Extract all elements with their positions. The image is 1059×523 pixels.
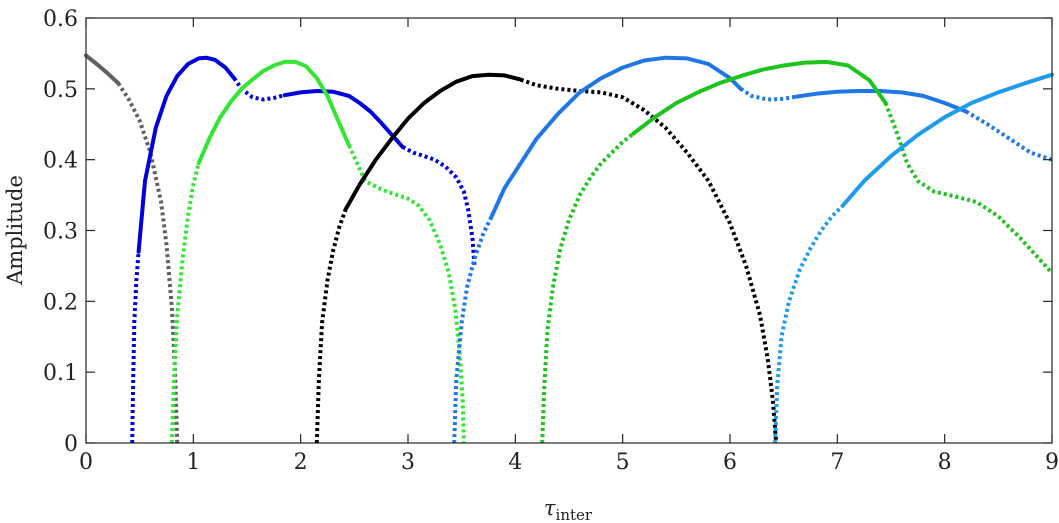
series-5-segment-2-solid: [489, 55, 743, 219]
series-7-segment-2-solid: [840, 72, 1054, 208]
x-tick-label: 3: [401, 450, 415, 475]
y-tick-label: 0.2: [43, 290, 78, 315]
series-3-segment-2-solid: [196, 59, 351, 166]
series-6-segment-2-solid: [631, 59, 888, 136]
axes-frame: [85, 17, 1053, 444]
series-2-segment-5-dotted: [401, 145, 477, 267]
series-2-segment-1-dotted: [130, 251, 141, 444]
y-axis-label: Amplitude: [3, 175, 27, 286]
series-5-segment-3-dotted: [739, 87, 797, 102]
series-5-segment-1-dotted: [452, 215, 494, 444]
series-4-segment-2-solid: [343, 72, 523, 212]
x-tick-label: 7: [830, 450, 844, 475]
series-1-segment-2-dotted: [116, 82, 180, 444]
series-4-segment-3-dotted: [520, 77, 779, 444]
series-3-segment-3-dotted: [347, 144, 466, 444]
y-tick-label: 0.6: [43, 7, 78, 32]
series-2-segment-3-dotted: [232, 77, 286, 102]
y-tick-label: 0.4: [43, 149, 78, 174]
series-4-segment-1-dotted: [314, 208, 348, 444]
series-2-segment-2-solid: [136, 55, 237, 254]
series-7-segment-1-dotted: [773, 204, 845, 444]
tick-labels: 0 1 2 3 4 5 6 7 8 9 0 0.1 0.2 0.3 0.4 0.5 0.6: [43, 7, 1059, 475]
x-tick-label: 4: [508, 450, 522, 475]
series-5-segment-5-dotted: [965, 109, 1053, 162]
series-1-segment-1-solid: [84, 53, 121, 86]
series-2-segment-4-solid: [282, 89, 405, 149]
x-tick-label: 0: [79, 450, 93, 475]
y-tick-label: 0: [64, 432, 78, 457]
y-tick-label: 0.1: [43, 361, 78, 386]
x-tick-label: 2: [294, 450, 308, 475]
series-5-segment-4-solid: [794, 89, 969, 114]
x-axis-label-subscript: inter: [556, 506, 593, 523]
x-axis-label-symbol: τ: [544, 496, 556, 520]
y-tick-label: 0.5: [43, 78, 78, 103]
axis-ticks: [85, 17, 1053, 444]
x-tick-label: 9: [1045, 450, 1059, 475]
series-6-segment-3-dotted: [883, 102, 1054, 275]
plot-lines: [84, 53, 1054, 444]
x-tick-label: 8: [938, 450, 952, 475]
x-tick-label: 1: [186, 450, 200, 475]
x-axis-label: τinter: [544, 496, 593, 523]
axes-box: [85, 17, 1053, 444]
y-tick-label: 0.3: [43, 220, 78, 245]
series-6-segment-1-dotted: [540, 131, 635, 444]
series-3-segment-1-dotted: [169, 162, 201, 444]
x-tick-label: 5: [616, 450, 630, 475]
x-tick-label: 6: [723, 450, 737, 475]
